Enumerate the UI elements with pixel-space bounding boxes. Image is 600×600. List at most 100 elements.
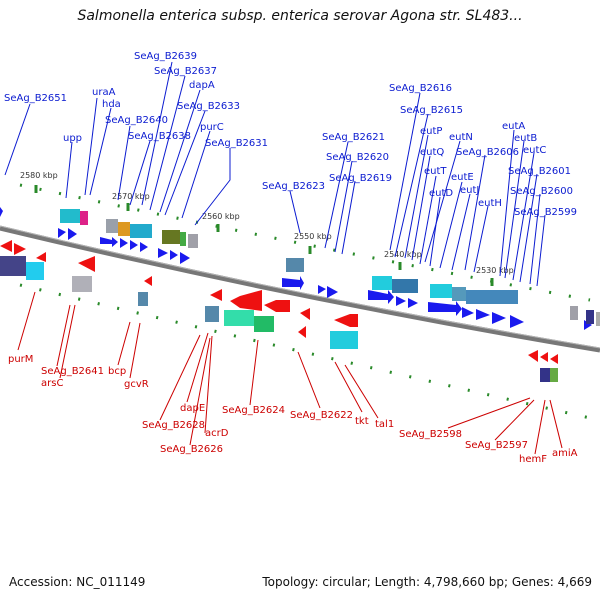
gene-label[interactable]: SeAg_B2640: [105, 115, 168, 126]
feature-block[interactable]: [60, 209, 80, 223]
gene-arrow-forward[interactable]: [130, 240, 138, 250]
gene-arrow-reverse[interactable]: [210, 289, 222, 301]
feature-block[interactable]: [466, 290, 518, 304]
gene-label[interactable]: SeAg_B2631: [205, 138, 268, 149]
feature-block[interactable]: [26, 262, 44, 280]
feature-block[interactable]: [452, 287, 466, 301]
gene-label[interactable]: SeAg_B2624: [222, 405, 285, 416]
gene-label[interactable]: bcp: [108, 366, 126, 377]
feature-block[interactable]: [205, 306, 219, 322]
feature-block[interactable]: [162, 230, 180, 244]
gene-arrow-forward[interactable]: [282, 276, 304, 290]
gene-label[interactable]: eutP: [420, 126, 442, 137]
gene-label[interactable]: upp: [63, 133, 82, 144]
gene-label[interactable]: SeAg_B2623: [262, 181, 325, 192]
gene-label[interactable]: eutJ: [460, 185, 479, 196]
feature-block[interactable]: [296, 322, 298, 324]
gene-label[interactable]: eutQ: [420, 147, 444, 158]
gene-arrow-reverse[interactable]: [0, 240, 12, 252]
gene-label[interactable]: uraA: [92, 87, 116, 98]
gene-label[interactable]: SeAg_B2641: [41, 366, 104, 377]
gene-label[interactable]: SeAg_B2651: [4, 93, 67, 104]
feature-block[interactable]: [392, 279, 418, 293]
gene-arrow-forward[interactable]: [140, 242, 148, 252]
feature-block[interactable]: [80, 211, 88, 225]
gene-arrow-forward[interactable]: [100, 237, 118, 247]
feature-block[interactable]: [586, 310, 594, 324]
feature-block[interactable]: [430, 284, 452, 298]
feature-block[interactable]: [540, 368, 550, 382]
feature-block[interactable]: [138, 292, 148, 306]
gene-label[interactable]: SeAg_B2615: [400, 105, 463, 116]
gene-arrow-forward[interactable]: [120, 238, 128, 248]
feature-block[interactable]: [72, 276, 92, 292]
gene-label[interactable]: eutA: [502, 121, 525, 132]
gene-arrow-reverse[interactable]: [14, 243, 26, 255]
gene-label[interactable]: SeAg_B2620: [326, 152, 389, 163]
gene-arrow-forward[interactable]: [68, 228, 77, 240]
gene-arrow-reverse[interactable]: [264, 300, 290, 312]
gene-label[interactable]: eutB: [514, 133, 537, 144]
gene-label[interactable]: SeAg_B2616: [389, 83, 452, 94]
gene-label[interactable]: SeAg_B2606: [456, 147, 519, 158]
feature-block[interactable]: [224, 310, 254, 326]
gene-label[interactable]: SeAg_B2600: [510, 186, 573, 197]
gene-label[interactable]: SeAg_B2601: [508, 166, 571, 177]
gene-arrow-reverse[interactable]: [334, 314, 358, 327]
feature-block[interactable]: [0, 256, 26, 276]
feature-block[interactable]: [118, 222, 130, 236]
gene-label[interactable]: eutT: [424, 166, 447, 177]
gene-label[interactable]: SeAg_B2622: [290, 410, 353, 421]
gene-arrow-forward[interactable]: [428, 301, 462, 316]
gene-arrow-forward[interactable]: [396, 296, 406, 306]
gene-label[interactable]: SeAg_B2637: [154, 66, 217, 77]
gene-arrow-forward[interactable]: [492, 312, 506, 324]
gene-arrow-reverse[interactable]: [36, 252, 46, 262]
gene-label[interactable]: dapA: [189, 80, 215, 91]
gene-label[interactable]: amiA: [552, 448, 578, 459]
gene-label[interactable]: purC: [200, 122, 224, 133]
gene-label[interactable]: tal1: [375, 419, 394, 430]
gene-arrow-reverse[interactable]: [300, 308, 310, 320]
gene-arrow-forward[interactable]: [318, 285, 326, 294]
gene-arrow-forward[interactable]: [327, 286, 338, 298]
feature-block[interactable]: [130, 224, 152, 238]
gene-arrow-reverse[interactable]: [78, 256, 95, 272]
feature-block[interactable]: [596, 312, 600, 326]
gene-label[interactable]: SeAg_B2639: [134, 51, 197, 62]
gene-label[interactable]: SeAg_B2599: [514, 207, 577, 218]
gene-label[interactable]: eutD: [429, 188, 453, 199]
gene-arrow-reverse[interactable]: [540, 352, 548, 362]
feature-block[interactable]: [550, 368, 558, 382]
gene-label[interactable]: gcvR: [124, 379, 149, 390]
gene-arrow-forward[interactable]: [408, 298, 418, 308]
gene-label[interactable]: eutC: [523, 145, 546, 156]
feature-block[interactable]: [570, 306, 578, 320]
gene-arrow-reverse[interactable]: [144, 276, 152, 286]
gene-label[interactable]: purM: [8, 354, 33, 365]
gene-label[interactable]: SeAg_B2598: [399, 429, 462, 440]
gene-arrow-reverse[interactable]: [230, 290, 262, 311]
gene-label[interactable]: eutN: [449, 132, 473, 143]
gene-arrow-forward[interactable]: [510, 315, 524, 328]
gene-label[interactable]: SeAg_B2597: [465, 440, 528, 451]
feature-block[interactable]: [254, 316, 274, 332]
feature-block[interactable]: [188, 234, 198, 248]
gene-arrow-reverse[interactable]: [298, 326, 306, 338]
gene-arrow-reverse[interactable]: [528, 350, 538, 362]
gene-arrow-forward[interactable]: [476, 309, 490, 320]
gene-arrow-forward[interactable]: [368, 290, 394, 304]
gene-label[interactable]: SeAg_B2638: [128, 131, 191, 142]
gene-label[interactable]: dapE: [180, 403, 205, 414]
gene-label[interactable]: hda: [102, 99, 121, 110]
gene-label[interactable]: eutE: [451, 172, 474, 183]
gene-label[interactable]: tkt: [355, 416, 369, 427]
gene-label[interactable]: eutH: [478, 198, 502, 209]
gene-label[interactable]: hemF: [519, 454, 547, 465]
feature-block[interactable]: [372, 276, 392, 290]
gene-arrow-forward[interactable]: [0, 207, 3, 217]
gene-label[interactable]: arsC: [41, 378, 63, 389]
gene-label[interactable]: SeAg_B2633: [177, 101, 240, 112]
gene-arrow-forward[interactable]: [170, 250, 178, 260]
gene-label[interactable]: SeAg_B2628: [142, 420, 205, 431]
